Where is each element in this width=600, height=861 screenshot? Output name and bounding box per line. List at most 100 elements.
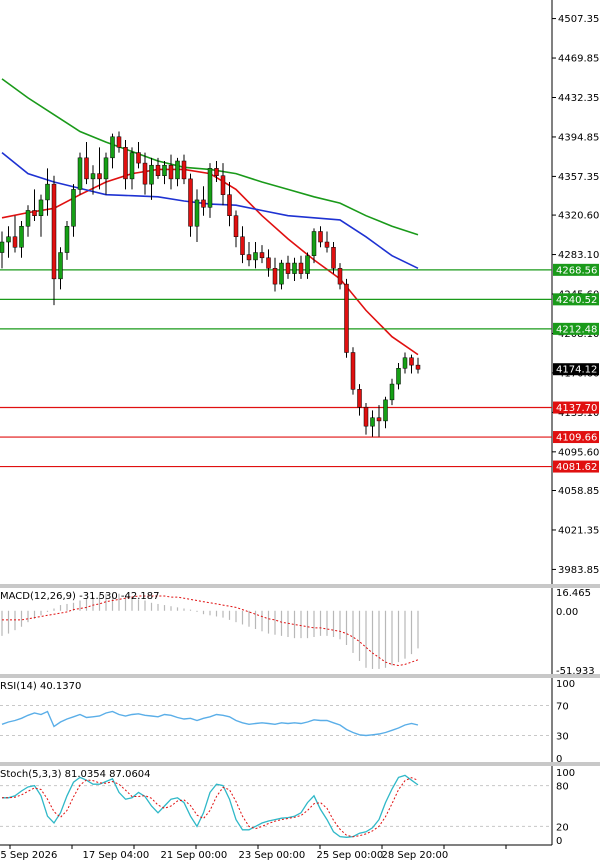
candle-body xyxy=(142,162,148,185)
rsi-tick-label: 0 xyxy=(556,754,562,765)
resistance-level-label: 4268.56 xyxy=(556,265,597,276)
candle-body xyxy=(84,157,89,180)
candle-body xyxy=(233,215,239,238)
support-level-tag xyxy=(553,460,599,473)
candle-body xyxy=(136,152,141,164)
candle-body xyxy=(181,160,187,180)
candle-body xyxy=(344,283,349,353)
candle-body xyxy=(162,164,167,176)
stoch-d-line xyxy=(2,777,419,838)
panel-separator xyxy=(0,762,600,766)
candle-body xyxy=(272,268,278,285)
candle-body xyxy=(175,160,180,180)
candle-body xyxy=(25,210,31,227)
candle-body xyxy=(90,173,96,180)
support-level-tag xyxy=(553,431,599,444)
resistance-level-tag xyxy=(553,263,599,276)
candle-body xyxy=(149,164,154,185)
price-panel: 4507.35 4469.85 4432.35 4394.85 4357.35 4320.… xyxy=(0,0,599,845)
candle-body xyxy=(285,262,291,274)
candle-body xyxy=(266,257,271,269)
candle-body xyxy=(409,357,414,366)
stoch-tick-label: 100 xyxy=(556,768,575,779)
current-price-tag xyxy=(553,363,599,376)
macd-tick-label: 0.00 xyxy=(556,607,578,618)
candle-body xyxy=(188,178,193,227)
rsi-tick-label: 30 xyxy=(556,732,569,743)
candle-body xyxy=(253,252,258,261)
macd-label: MACD(12,26,9) -31.530 -42.187 xyxy=(0,591,160,602)
macd-panel: 16.465 0.00 -51.933 xyxy=(1,588,595,677)
candle-body xyxy=(201,199,206,208)
candle-body xyxy=(12,236,18,248)
candle-body xyxy=(214,168,219,176)
candle-body xyxy=(71,189,76,227)
candle-body xyxy=(383,399,388,422)
rsi-label: RSI(14) 40.1370 xyxy=(0,681,81,692)
support-level-tag xyxy=(553,401,599,414)
price-tick-label: 3983.85 xyxy=(558,565,599,576)
price-tick-label: 4095.60 xyxy=(558,447,599,458)
candle-body xyxy=(116,136,122,148)
candle-body xyxy=(0,241,5,253)
candle-body xyxy=(123,147,128,180)
price-tick-label: 4058.85 xyxy=(558,486,599,497)
candle-body xyxy=(370,417,375,427)
candle-body xyxy=(194,199,200,227)
price-tick-label: 4283.10 xyxy=(558,250,599,261)
candle-body xyxy=(402,357,408,369)
candle-body xyxy=(6,236,11,243)
price-tick-label: 4469.85 xyxy=(558,54,599,65)
candle-body xyxy=(337,268,343,285)
support-level-label: 4109.66 xyxy=(556,433,597,444)
candle-body xyxy=(363,406,369,427)
price-tick-label: 4021.35 xyxy=(558,525,599,536)
candle-body xyxy=(331,247,336,269)
candle-body xyxy=(357,389,362,408)
candle-body xyxy=(51,183,57,280)
time-label: 25 Sep 00:00 xyxy=(317,850,384,861)
price-tick-label: 4320.60 xyxy=(558,211,599,222)
stoch-tick-label: 80 xyxy=(556,782,569,793)
candle-body xyxy=(77,157,83,190)
time-label: 15 Sep 2026 xyxy=(0,850,57,861)
candle-body xyxy=(318,231,323,243)
candle-body xyxy=(168,164,174,180)
candle-body xyxy=(227,194,232,216)
candle-body xyxy=(305,255,310,274)
time-label: 28 Sep 20:00 xyxy=(382,850,449,861)
resistance-level-tag xyxy=(553,293,599,306)
candle-body xyxy=(292,262,297,274)
time-axis: 15 Sep 2026 17 Sep 04:00 21 Sep 00:00 23 Se… xyxy=(0,844,552,861)
candle-body xyxy=(58,252,63,280)
resistance-level-tag xyxy=(553,322,599,335)
candle-body xyxy=(259,252,265,259)
candle-body xyxy=(246,254,252,261)
candle-body xyxy=(155,164,161,176)
candle-body xyxy=(103,157,109,180)
resistance-level-label: 4240.52 xyxy=(556,295,597,306)
candle-body xyxy=(298,262,304,274)
candle-body xyxy=(324,241,330,248)
time-label: 17 Sep 04:00 xyxy=(83,850,150,861)
candle-body xyxy=(110,136,115,159)
candle-body xyxy=(240,236,245,255)
stoch-tick-label: 0 xyxy=(556,836,562,847)
stoch-tick-label: 20 xyxy=(556,822,569,833)
price-tick-label: 4432.35 xyxy=(558,93,599,104)
price-tick-label: 4507.35 xyxy=(558,14,599,25)
candle-body xyxy=(97,173,102,180)
macd-tick-label: -51.933 xyxy=(556,666,595,677)
candle-body xyxy=(396,368,401,385)
stoch-label: Stoch(5,3,3) 81.0354 87.0604 xyxy=(0,769,151,780)
rsi-tick-label: 100 xyxy=(556,679,575,690)
price-tick-label: 4394.85 xyxy=(558,132,599,143)
candle-body xyxy=(376,417,382,422)
stoch-panel: 100 80 20 0 xyxy=(0,768,575,847)
price-tick-label: 4357.35 xyxy=(558,172,599,183)
support-level-label: 4137.70 xyxy=(556,403,597,414)
rsi-panel: 100 70 30 0 xyxy=(0,679,575,765)
candle-body xyxy=(19,225,24,248)
candle-body xyxy=(45,183,50,201)
